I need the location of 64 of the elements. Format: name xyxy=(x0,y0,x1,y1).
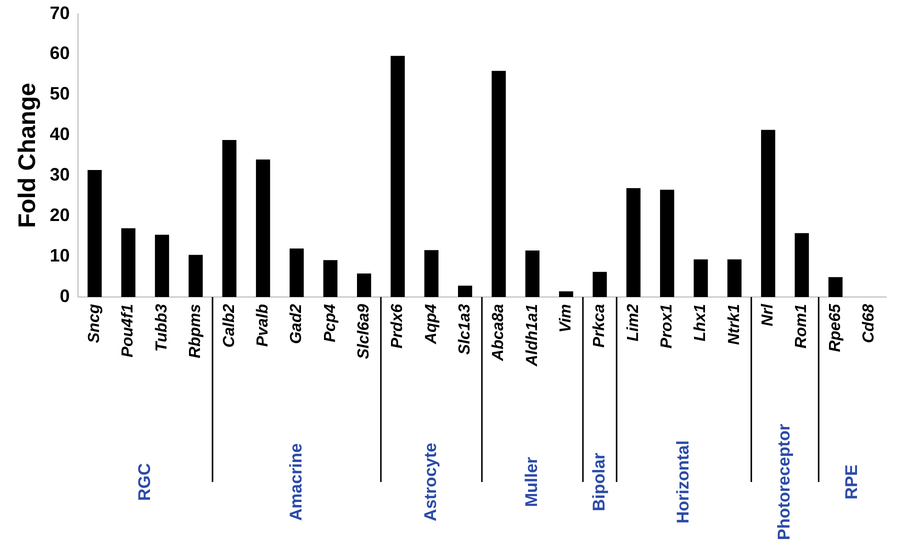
x-tick-label: Lhx1 xyxy=(692,304,710,342)
bar xyxy=(626,188,641,297)
bar xyxy=(88,170,102,297)
bar xyxy=(356,274,372,297)
bar xyxy=(256,159,270,297)
bar xyxy=(592,272,607,297)
bar xyxy=(727,259,742,297)
x-tick-label: Nrl xyxy=(760,303,777,326)
x-tick-label: Ntrk1 xyxy=(726,304,743,345)
x-tick-label: Pvalb xyxy=(254,304,272,347)
bar xyxy=(154,234,170,297)
x-tick-label: Vim xyxy=(558,304,574,333)
x-tick-label: Pcp4 xyxy=(322,304,339,342)
x-tick-label: Gad2 xyxy=(288,304,306,344)
text: Muller xyxy=(522,456,542,508)
x-tick-label: Tubb3 xyxy=(153,304,170,352)
bar xyxy=(761,130,776,297)
bar xyxy=(424,250,438,297)
bar xyxy=(694,259,708,297)
y-tick-label: 50 xyxy=(50,84,70,104)
bar xyxy=(121,228,136,297)
bar xyxy=(188,254,203,297)
x-tick-label: Cd68 xyxy=(860,304,878,344)
bar xyxy=(794,233,809,297)
x-tick-label: Pou4f1 xyxy=(120,304,137,358)
bar xyxy=(559,291,574,297)
text: Astrocyte xyxy=(421,442,440,522)
x-tick-label: Slcl6a9 xyxy=(355,304,372,360)
x-tick-label: Prdx6 xyxy=(389,304,406,348)
text: RGC xyxy=(134,463,154,501)
y-tick-label: 40 xyxy=(50,124,70,144)
y-tick-label: 30 xyxy=(50,164,70,185)
bar xyxy=(492,70,506,297)
text: Horizontal xyxy=(674,440,693,524)
x-tick-label: Sncg xyxy=(86,304,104,344)
text: Photoreceptor xyxy=(774,424,794,540)
x-tick-label: Slc1a3 xyxy=(456,304,474,355)
bar xyxy=(390,56,405,297)
x-tick-label: Rom1 xyxy=(793,304,810,348)
x-tick-label: Rbpms xyxy=(187,304,204,358)
x-tick-label: Prox1 xyxy=(658,304,676,348)
y-tick-label: 60 xyxy=(50,43,70,64)
x-tick-label: Aldh1a1 xyxy=(524,304,541,368)
x-tick-label: Aqp4 xyxy=(422,304,440,345)
y-tick-label: 20 xyxy=(50,205,70,226)
bar xyxy=(290,248,304,297)
y-tick-label: 10 xyxy=(50,246,70,266)
x-tick-label: Lim2 xyxy=(624,304,642,342)
x-tick-label: Rpe65 xyxy=(826,302,844,352)
bar xyxy=(222,140,236,297)
text: RPE xyxy=(842,464,862,500)
y-tick-label: 70 xyxy=(50,2,70,23)
text: Amacrine xyxy=(286,443,306,521)
bar xyxy=(458,286,472,297)
bar xyxy=(828,277,843,297)
x-tick-label: Prkca xyxy=(591,304,608,348)
bar xyxy=(525,250,540,297)
bar xyxy=(660,190,674,297)
x-tick-label: Abca8a xyxy=(490,304,508,362)
y-axis-title: Fold Change xyxy=(14,82,42,228)
bar xyxy=(323,260,338,297)
y-tick-label: 0 xyxy=(60,286,70,306)
text: Bipolar xyxy=(589,452,608,512)
x-tick-label: Calb2 xyxy=(220,304,238,348)
